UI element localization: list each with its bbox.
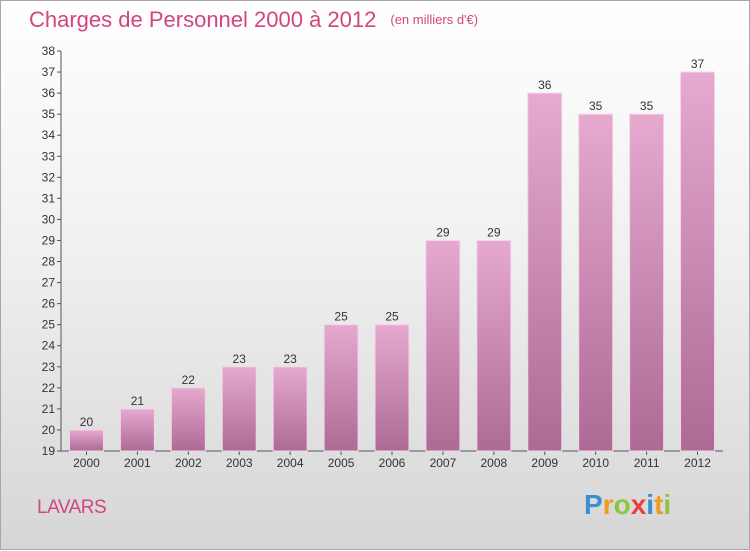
x-tick-label: 2008 bbox=[480, 456, 507, 470]
data-label-2003: 23 bbox=[233, 352, 247, 366]
x-tick-label: 2005 bbox=[328, 456, 355, 470]
y-tick-label: 34 bbox=[42, 128, 56, 142]
logo-letter: r bbox=[602, 489, 614, 520]
bar-2007 bbox=[425, 239, 461, 452]
data-label-2005: 25 bbox=[334, 310, 348, 324]
data-label-2008: 29 bbox=[487, 225, 501, 239]
y-tick-label: 35 bbox=[42, 107, 56, 121]
logo-letter: o bbox=[613, 489, 631, 520]
x-tick-label: 2006 bbox=[379, 456, 406, 470]
x-tick-label: 2003 bbox=[226, 456, 253, 470]
x-tick-label: 2011 bbox=[634, 456, 660, 470]
y-tick-label: 26 bbox=[42, 297, 56, 311]
proxiti-logo: Proxiti bbox=[584, 489, 671, 521]
data-label-2002: 22 bbox=[182, 373, 196, 387]
y-tick-label: 30 bbox=[42, 212, 56, 226]
bar-2009 bbox=[527, 92, 563, 452]
y-tick-label: 28 bbox=[42, 255, 56, 269]
bar-2005 bbox=[323, 324, 359, 452]
logo-letter: x bbox=[630, 489, 647, 520]
bar-2011 bbox=[629, 113, 665, 452]
logo-letter: P bbox=[584, 489, 603, 520]
data-label-2006: 25 bbox=[385, 310, 399, 324]
y-tick-label: 31 bbox=[42, 191, 56, 205]
chart-title: Charges de Personnel 2000 à 2012 (en mill… bbox=[29, 7, 478, 33]
y-tick-label: 27 bbox=[42, 276, 56, 290]
bar-2000 bbox=[68, 429, 104, 452]
logo-letter: t bbox=[654, 489, 664, 520]
x-tick-label: 2012 bbox=[684, 456, 711, 470]
y-tick-label: 25 bbox=[42, 318, 56, 332]
x-tick-label: 2001 bbox=[124, 456, 151, 470]
logo-letter: i bbox=[646, 489, 655, 520]
chart-subtitle: (en milliers d'€) bbox=[390, 12, 479, 27]
y-tick-label: 21 bbox=[42, 402, 56, 416]
data-label-2009: 36 bbox=[538, 78, 552, 92]
town-name: LAVARS bbox=[37, 497, 107, 518]
bar-2012 bbox=[680, 71, 716, 452]
x-tick-label: 2002 bbox=[175, 456, 202, 470]
y-tick-label: 24 bbox=[42, 339, 56, 353]
x-tick-label: 2009 bbox=[531, 456, 558, 470]
y-tick-label: 20 bbox=[42, 423, 56, 437]
logo-letter: i bbox=[663, 489, 672, 520]
chart-title-text: Charges de Personnel 2000 à 2012 bbox=[29, 7, 377, 32]
x-tick-label: 2010 bbox=[582, 456, 609, 470]
data-label-2001: 21 bbox=[131, 394, 145, 408]
bar-2004 bbox=[272, 366, 308, 452]
bar-2006 bbox=[374, 324, 410, 452]
y-tick-label: 37 bbox=[42, 65, 56, 79]
x-tick-label: 2000 bbox=[73, 456, 100, 470]
bar-2008 bbox=[476, 239, 512, 452]
x-tick-label: 2004 bbox=[277, 456, 304, 470]
data-label-2012: 37 bbox=[691, 57, 705, 71]
bar-2001 bbox=[119, 408, 155, 452]
chart-bars bbox=[68, 71, 716, 452]
data-label-2004: 23 bbox=[283, 352, 297, 366]
y-tick-label: 29 bbox=[42, 233, 56, 247]
bar-2010 bbox=[578, 113, 614, 452]
data-label-2011: 35 bbox=[640, 99, 654, 113]
y-tick-label: 19 bbox=[42, 444, 56, 458]
y-tick-label: 33 bbox=[42, 149, 56, 163]
data-label-2000: 20 bbox=[80, 415, 94, 429]
y-tick-label: 36 bbox=[42, 86, 56, 100]
y-tick-label: 38 bbox=[42, 44, 56, 58]
chart-labels: 2000 20 2001 21 2002 22 2003 23 2004 23 2005 25 2006… bbox=[73, 57, 711, 470]
y-tick-label: 23 bbox=[42, 360, 56, 374]
data-label-2007: 29 bbox=[436, 225, 450, 239]
y-tick-label: 22 bbox=[42, 381, 56, 395]
chart-axes: 19 20 21 22 23 24 25 26 27 28 29 30 31 32 33 34 35 36 37 38 bbox=[42, 44, 723, 458]
bar-2003 bbox=[221, 366, 257, 452]
data-label-2010: 35 bbox=[589, 99, 603, 113]
y-tick-label: 32 bbox=[42, 170, 56, 184]
x-tick-label: 2007 bbox=[430, 456, 457, 470]
bar-2002 bbox=[170, 387, 206, 452]
